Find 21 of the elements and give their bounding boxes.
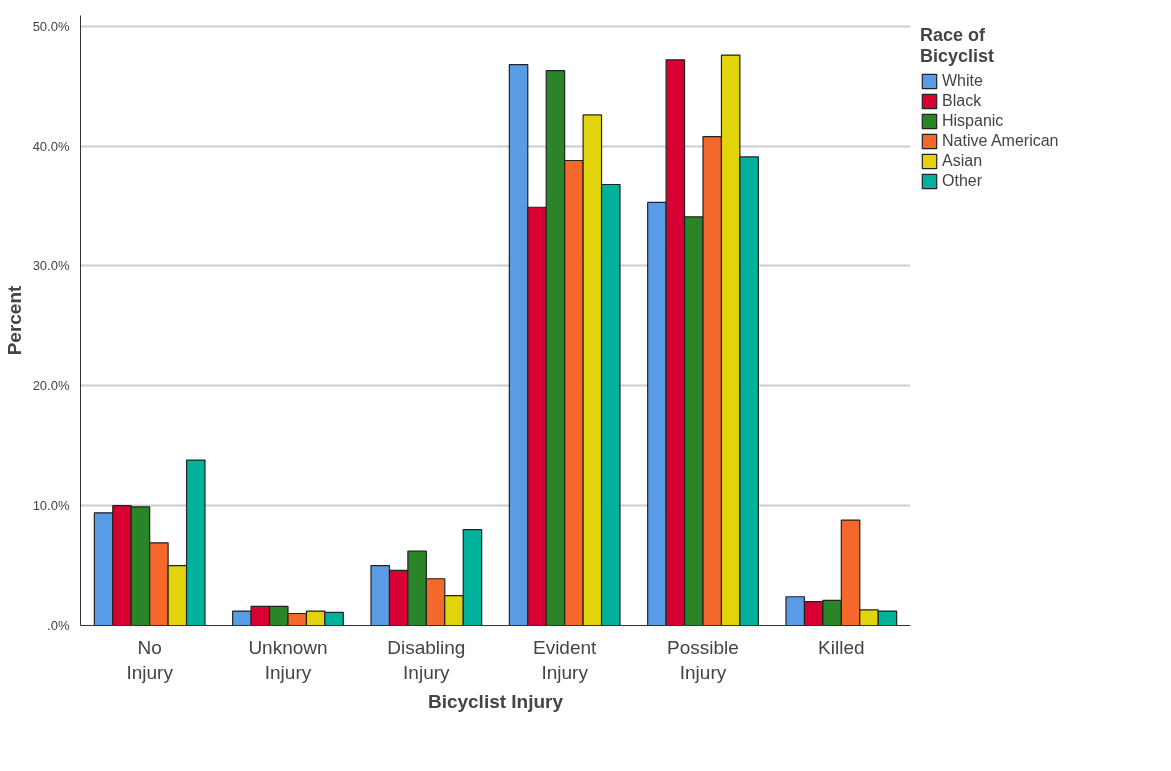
legend-label: White [942, 72, 983, 90]
y-tick-label: 50.0% [32, 18, 70, 34]
y-tick-label: 20.0% [32, 378, 70, 394]
legend-label: Native American [942, 132, 1059, 150]
legend-label: Asian [942, 152, 983, 170]
x-axis-title: Bicyclist Injury [427, 690, 564, 712]
x-tick-label: Killed [818, 636, 865, 658]
x-tick-label: Evident Injury [532, 636, 598, 683]
y-tick-label: 40.0% [32, 138, 70, 154]
x-tick-label: Possible Injury [667, 636, 739, 683]
y-axis-title: Percent [3, 284, 25, 356]
y-tick-label: .0% [47, 618, 70, 633]
legend-label: Other [942, 172, 983, 190]
y-tick-label: 30.0% [32, 258, 70, 274]
x-tick-label: Unknown Injury [248, 636, 328, 683]
legend-label: Black [942, 92, 982, 110]
y-tick-label: 10.0% [32, 498, 70, 514]
x-tick-label: No Injury [126, 636, 174, 683]
x-tick-label: Disabling Injury [387, 636, 466, 683]
legend-title: Race of Bicyclist [920, 25, 996, 67]
legend-label: Hispanic [942, 112, 1004, 130]
